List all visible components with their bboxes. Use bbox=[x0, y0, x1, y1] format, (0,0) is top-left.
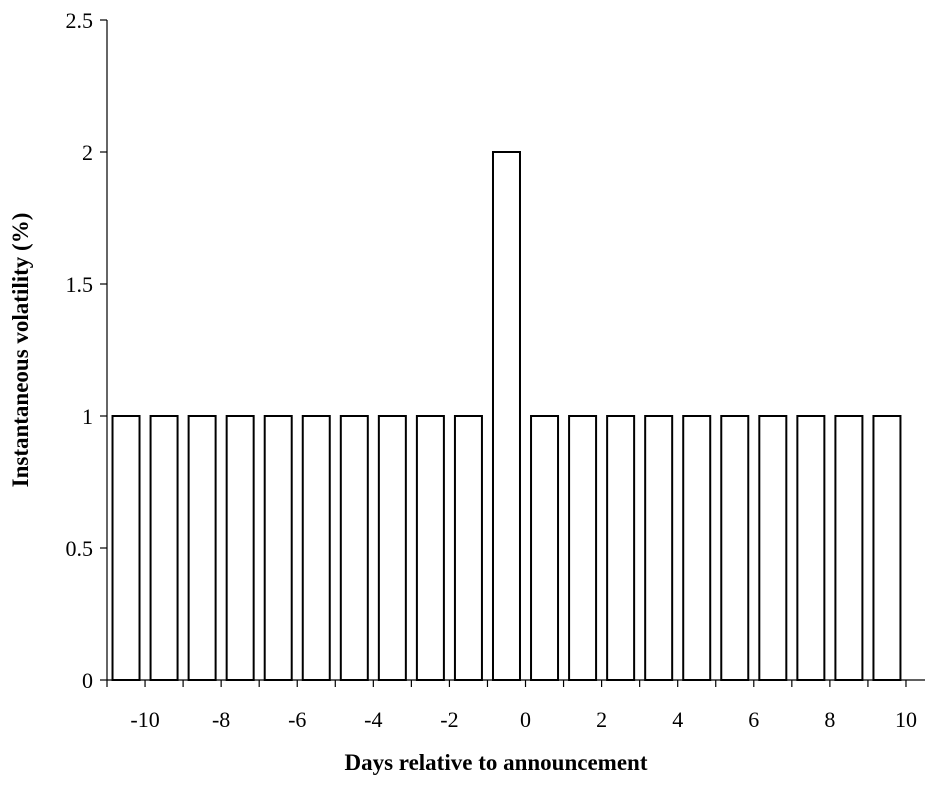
x-axis-title: Days relative to announcement bbox=[344, 750, 647, 775]
bar bbox=[225, 415, 255, 681]
x-tick-label: 4 bbox=[672, 707, 683, 732]
bar bbox=[491, 151, 521, 681]
bar bbox=[187, 415, 217, 681]
y-tick-label: 2 bbox=[82, 140, 93, 165]
x-tick-label: -10 bbox=[130, 707, 159, 732]
bar bbox=[720, 415, 750, 681]
x-axis-ticks: -10 -8 -6 -4 -2 0 2 4 6 8 10 bbox=[106, 680, 917, 732]
x-tick-label: 2 bbox=[596, 707, 607, 732]
bar bbox=[682, 415, 712, 681]
bar bbox=[453, 415, 483, 681]
y-tick-label: 1.5 bbox=[66, 272, 94, 297]
x-tick-label: -4 bbox=[364, 707, 382, 732]
y-axis-title: Instantaneous volatility (%) bbox=[8, 213, 33, 488]
x-tick-label: 10 bbox=[895, 707, 917, 732]
bar bbox=[111, 415, 141, 681]
bar bbox=[872, 415, 902, 681]
x-tick-label: 0 bbox=[520, 707, 531, 732]
bar bbox=[568, 415, 598, 681]
bar bbox=[796, 415, 826, 681]
bar bbox=[530, 415, 560, 681]
bar bbox=[644, 415, 674, 681]
y-tick-label: 0 bbox=[82, 668, 93, 693]
axes bbox=[106, 20, 925, 681]
bar-series bbox=[111, 151, 902, 681]
bar bbox=[606, 415, 636, 681]
bar bbox=[339, 415, 369, 681]
y-axis-ticks: 0 0.5 1 1.5 2 2.5 bbox=[66, 8, 107, 693]
x-tick-label: -6 bbox=[288, 707, 306, 732]
y-tick-label: 2.5 bbox=[66, 8, 94, 33]
x-tick-label: 8 bbox=[824, 707, 835, 732]
x-tick-label: 6 bbox=[748, 707, 759, 732]
bar bbox=[834, 415, 864, 681]
bar bbox=[377, 415, 407, 681]
bar bbox=[415, 415, 445, 681]
bar bbox=[149, 415, 179, 681]
y-tick-label: 0.5 bbox=[66, 536, 94, 561]
bar bbox=[263, 415, 293, 681]
bar bbox=[758, 415, 788, 681]
y-tick-label: 1 bbox=[82, 404, 93, 429]
bar bbox=[301, 415, 331, 681]
x-tick-label: -8 bbox=[212, 707, 230, 732]
x-tick-label: -2 bbox=[440, 707, 458, 732]
